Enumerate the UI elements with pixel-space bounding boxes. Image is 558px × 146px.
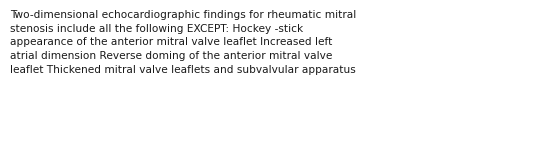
Text: Two-dimensional echocardiographic findings for rheumatic mitral
stenosis include: Two-dimensional echocardiographic findin… xyxy=(10,10,357,75)
